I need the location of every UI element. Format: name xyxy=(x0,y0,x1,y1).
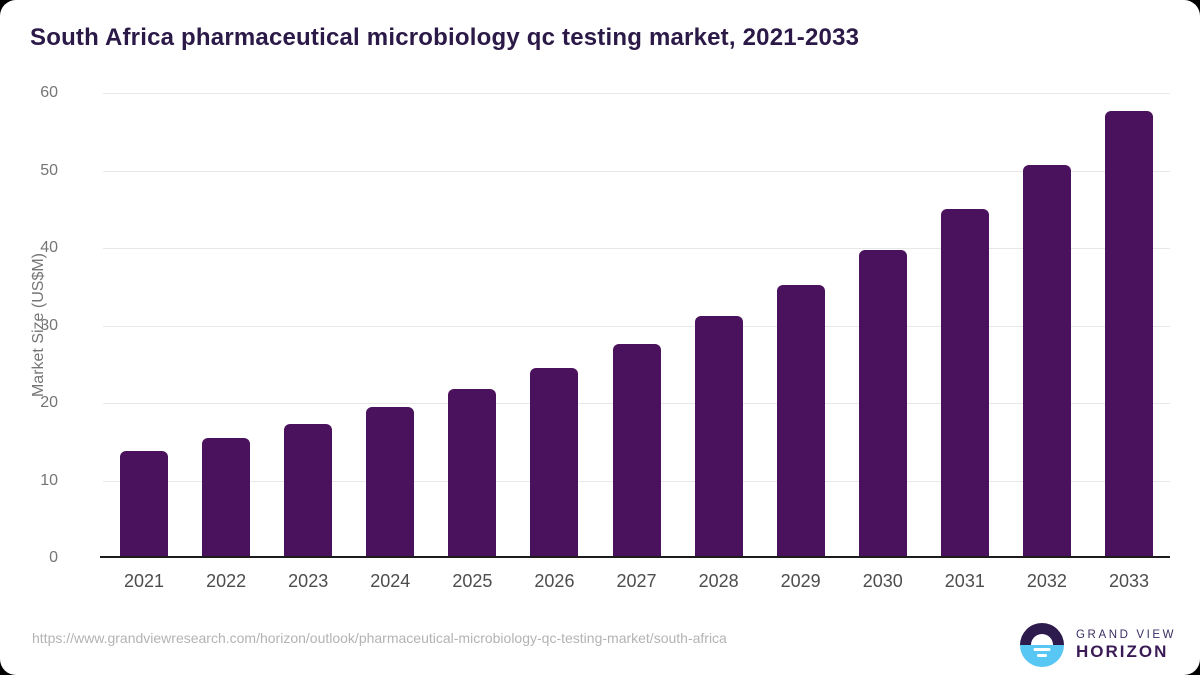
gridline-30 xyxy=(103,325,1170,327)
bar-2021 xyxy=(120,450,169,557)
y-tick-label-30: 30 xyxy=(40,316,58,334)
x-tick-label-2023: 2023 xyxy=(288,571,329,591)
bar-2027 xyxy=(612,343,661,557)
x-tick-label-2026: 2026 xyxy=(534,571,575,591)
x-tick-label-2032: 2032 xyxy=(1026,571,1067,591)
sun-shape xyxy=(1031,633,1053,645)
y-tick-label-10: 10 xyxy=(40,471,58,489)
y-tick-label-20: 20 xyxy=(40,394,58,411)
bar-2026 xyxy=(530,367,579,557)
bar-cell-2023 xyxy=(267,93,349,557)
logo-brand-name: GRAND VIEW xyxy=(1076,628,1177,641)
sun-reflection-line xyxy=(1037,653,1047,657)
y-tick-label-40: 40 xyxy=(40,239,58,256)
x-tick-label-2027: 2027 xyxy=(616,571,657,591)
bar-cell-2022 xyxy=(185,93,267,557)
y-tick-label-0: 0 xyxy=(49,549,58,566)
bar-2030 xyxy=(858,250,907,557)
gridline-60 xyxy=(103,93,1170,94)
bar-cell-2025 xyxy=(431,93,513,557)
bar-2023 xyxy=(284,423,333,557)
x-tick-label-2022: 2022 xyxy=(206,571,247,591)
source-url: https://www.grandviewresearch.com/horizo… xyxy=(32,630,727,646)
bar-2024 xyxy=(366,407,415,557)
horizon-sun-icon xyxy=(1020,622,1064,667)
bar-cell-2021 xyxy=(103,93,185,557)
bar-cell-2032 xyxy=(1006,93,1088,557)
x-axis-labels: 2021 2022 2023 2024 2025 2026 2027 2028 2029 2030… xyxy=(103,571,1170,592)
x-tick-label-2024: 2024 xyxy=(370,571,411,591)
bar-2033 xyxy=(1104,111,1153,557)
bar-cell-2026 xyxy=(513,93,595,557)
x-tick-label-2030: 2030 xyxy=(862,571,903,591)
x-tick-label-2031: 2031 xyxy=(944,571,985,591)
sun-reflection-line xyxy=(1033,647,1051,651)
bar-cell-2027 xyxy=(595,93,677,557)
bar-2022 xyxy=(202,438,251,557)
bar-2029 xyxy=(776,285,825,557)
y-tick-label-60: 60 xyxy=(40,84,58,101)
grand-view-horizon-logo: GRAND VIEW HORIZON xyxy=(1020,622,1180,667)
bar-cell-2030 xyxy=(842,93,924,557)
logo-text: GRAND VIEW HORIZON xyxy=(1076,629,1176,661)
x-tick-label-2033: 2033 xyxy=(1108,571,1149,591)
bar-2025 xyxy=(448,388,497,557)
bar-2032 xyxy=(1022,164,1071,557)
gridline-50 xyxy=(103,170,1170,172)
bar-cell-2028 xyxy=(678,93,760,557)
x-tick-label-2025: 2025 xyxy=(452,571,493,591)
x-tick-label-2029: 2029 xyxy=(780,571,821,591)
y-tick-label-50: 50 xyxy=(40,161,58,179)
chart-title: South Africa pharmaceutical microbiology… xyxy=(30,24,860,51)
logo-product-name: HORIZON xyxy=(1076,641,1169,661)
bar-2028 xyxy=(694,316,743,557)
x-axis-line xyxy=(100,556,1170,558)
gridline-40 xyxy=(103,248,1170,249)
bar-cell-2031 xyxy=(924,93,1006,557)
x-tick-label-2021: 2021 xyxy=(124,571,165,591)
bar-cell-2024 xyxy=(349,93,431,557)
bar-series xyxy=(103,93,1170,557)
bar-2031 xyxy=(940,209,989,557)
bar-cell-2029 xyxy=(760,93,842,557)
x-tick-label-2028: 2028 xyxy=(698,571,739,591)
bar-cell-2033 xyxy=(1088,93,1170,557)
